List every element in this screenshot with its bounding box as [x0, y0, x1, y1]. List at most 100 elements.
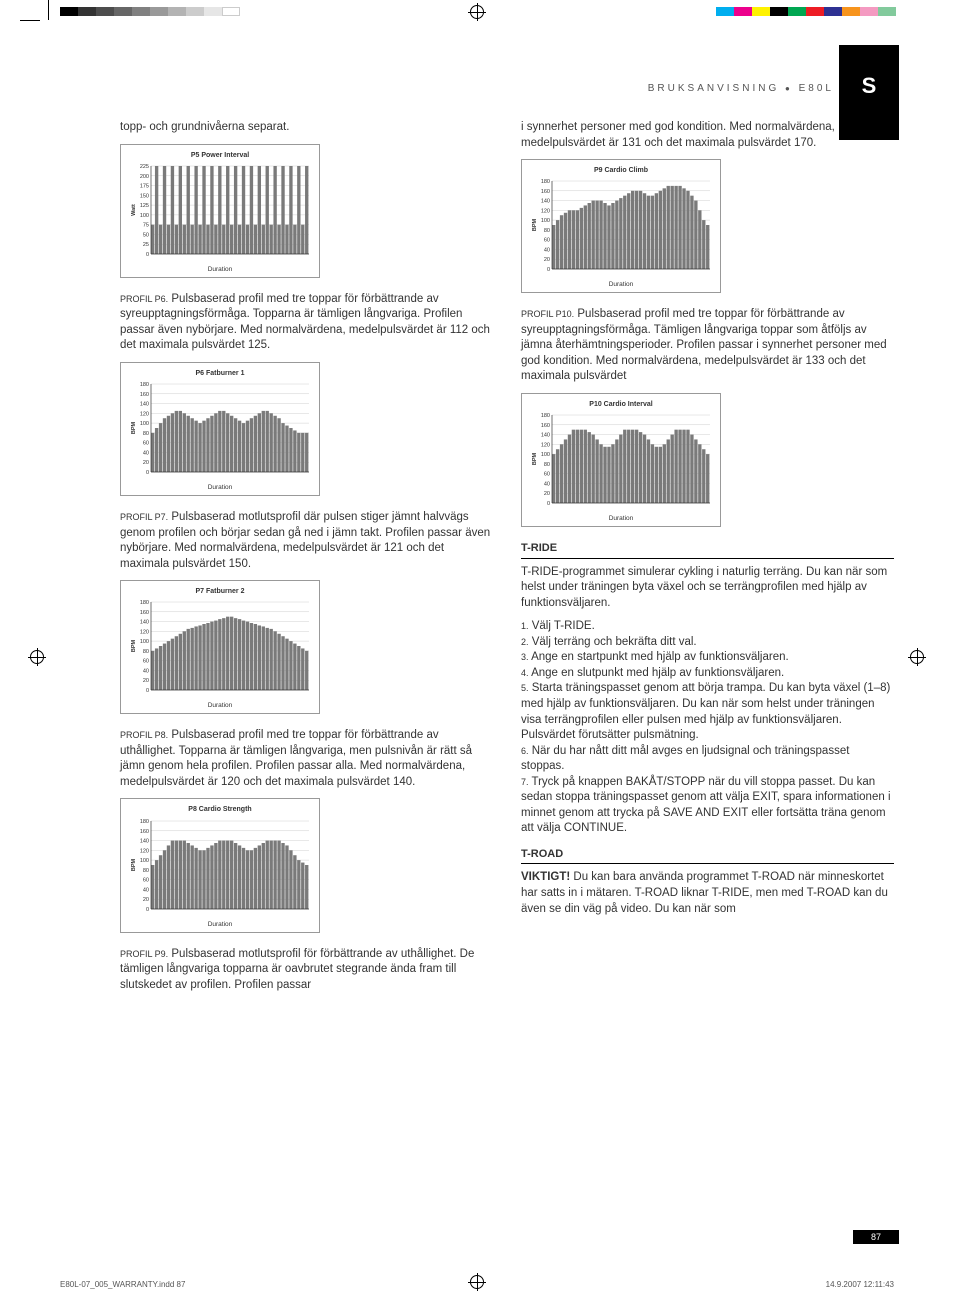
tride-intro: T-RIDE-programmet simulerar cykling i na…	[521, 565, 894, 612]
profile-p7-text: PROFIL P7. Pulsbaserad motlutsprofil där…	[120, 510, 493, 572]
troad-text: VIKTIGT! Du kan bara använda programmet …	[521, 870, 894, 917]
svg-text:180: 180	[140, 382, 149, 388]
svg-text:150: 150	[140, 193, 149, 199]
svg-text:0: 0	[146, 252, 149, 258]
svg-text:0: 0	[146, 470, 149, 476]
svg-text:60: 60	[143, 659, 149, 665]
profile-label: PROFIL P10.	[521, 309, 574, 319]
svg-text:180: 180	[541, 179, 550, 185]
chart-title: P6 Fatburner 1	[129, 369, 311, 378]
svg-text:80: 80	[143, 431, 149, 437]
svg-text:100: 100	[140, 213, 149, 219]
registration-mark-icon	[910, 650, 924, 664]
svg-text:20: 20	[544, 258, 550, 264]
svg-text:160: 160	[541, 423, 550, 429]
step-text: Ange en startpunkt med hjälp av funktion…	[529, 651, 789, 663]
chart-p7: P7 Fatburner 2 020406080100120140160180B…	[120, 580, 320, 714]
chart-p10: P10 Cardio Interval 02040608010012014016…	[521, 393, 721, 527]
svg-text:120: 120	[541, 443, 550, 449]
step-number: 7.	[521, 777, 529, 787]
chart-p9: P9 Cardio Climb 020406080100120140160180…	[521, 159, 721, 293]
svg-text:60: 60	[544, 238, 550, 244]
svg-text:60: 60	[143, 441, 149, 447]
svg-text:140: 140	[140, 402, 149, 408]
profile-p8-text: PROFIL P8. Pulsbaserad profil med tre to…	[120, 728, 493, 790]
profile-label: PROFIL P9.	[120, 949, 168, 959]
svg-text:BPM: BPM	[131, 640, 137, 653]
header-label-left: BRUKSANVISNING	[648, 83, 779, 94]
important-label: VIKTIGT!	[521, 871, 570, 883]
svg-text:140: 140	[140, 838, 149, 844]
svg-text:180: 180	[541, 413, 550, 419]
footer-left: E80L-07_005_WARRANTY.indd 87	[60, 1280, 185, 1289]
svg-text:BPM: BPM	[131, 858, 137, 871]
svg-text:40: 40	[544, 482, 550, 488]
svg-text:120: 120	[541, 209, 550, 215]
step-text: Välj terräng och bekräfta ditt val.	[529, 636, 697, 648]
svg-text:100: 100	[541, 452, 550, 458]
registration-mark-icon	[470, 5, 484, 19]
svg-text:160: 160	[140, 610, 149, 616]
svg-text:140: 140	[541, 433, 550, 439]
chart-title: P5 Power Interval	[129, 151, 311, 160]
step-number: 6.	[521, 746, 529, 756]
profile-body: Pulsbaserad profil med tre toppar för fö…	[521, 308, 887, 382]
svg-text:80: 80	[143, 649, 149, 655]
profile-body: Pulsbaserad motlutsprofil där pulsen sti…	[120, 511, 490, 570]
svg-text:120: 120	[140, 630, 149, 636]
svg-text:200: 200	[140, 174, 149, 180]
section-heading-tride: T-RIDE	[521, 541, 894, 559]
right-column: i synnerhet personer med god kondition. …	[521, 120, 894, 1194]
svg-text:40: 40	[143, 669, 149, 675]
chart-xlabel: Duration	[129, 921, 311, 930]
svg-text:40: 40	[143, 451, 149, 457]
language-tab-label: S	[862, 73, 877, 99]
chart-svg: 020406080100120140160180BPM	[530, 413, 712, 513]
svg-text:75: 75	[143, 223, 149, 229]
intro-text: topp- och grundnivåerna separat.	[120, 120, 493, 136]
chart-p5: P5 Power Interval 0255075100125150175200…	[120, 144, 320, 278]
profile-body: Pulsbaserad motlutsprofil för förbättran…	[120, 948, 474, 991]
chart-xlabel: Duration	[129, 266, 311, 275]
page-number: 87	[853, 1230, 899, 1244]
svg-text:60: 60	[544, 472, 550, 478]
svg-text:140: 140	[140, 620, 149, 626]
chart-svg: 020406080100120140160180BPM	[129, 819, 311, 919]
step-number: 5.	[521, 683, 529, 693]
chart-xlabel: Duration	[129, 484, 311, 493]
svg-text:180: 180	[140, 819, 149, 825]
svg-text:100: 100	[140, 858, 149, 864]
chart-xlabel: Duration	[530, 281, 712, 290]
crop-mark	[20, 20, 40, 21]
chart-title: P7 Fatburner 2	[129, 587, 311, 596]
step-text: Välj T-RIDE.	[529, 620, 595, 632]
color-registration-strip	[60, 7, 240, 16]
svg-text:20: 20	[143, 460, 149, 466]
svg-text:BPM: BPM	[532, 219, 538, 232]
registration-mark-icon	[30, 650, 44, 664]
chart-svg: 0255075100125150175200225Watt	[129, 164, 311, 264]
profile-p9-text: PROFIL P9. Pulsbaserad motlutsprofil för…	[120, 947, 493, 994]
chart-title: P10 Cardio Interval	[530, 400, 712, 409]
svg-text:0: 0	[547, 267, 550, 273]
step-text: Ange en slutpunkt med hjälp av funktions…	[529, 667, 785, 679]
registration-mark-icon	[470, 1275, 484, 1289]
svg-text:60: 60	[143, 877, 149, 883]
step-number: 4.	[521, 668, 529, 678]
step-number: 1.	[521, 621, 529, 631]
svg-text:Watt: Watt	[131, 204, 137, 216]
left-column: topp- och grundnivåerna separat. P5 Powe…	[120, 120, 493, 1194]
svg-text:125: 125	[140, 203, 149, 209]
svg-text:BPM: BPM	[131, 422, 137, 435]
chart-xlabel: Duration	[530, 515, 712, 524]
tride-step: 6. När du har nått ditt mål avges en lju…	[521, 744, 894, 775]
svg-text:225: 225	[140, 164, 149, 170]
svg-text:120: 120	[140, 848, 149, 854]
color-registration-strip	[716, 7, 896, 16]
svg-text:0: 0	[547, 501, 550, 507]
profile-body: Pulsbaserad profil med tre toppar för fö…	[120, 729, 472, 788]
step-text: När du har nått ditt mål avges en ljudsi…	[521, 745, 849, 773]
svg-text:BPM: BPM	[532, 453, 538, 466]
profile-body: Pulsbaserad profil med tre toppar för fö…	[120, 293, 490, 352]
page-header: BRUKSANVISNING ● E80L	[648, 83, 834, 94]
